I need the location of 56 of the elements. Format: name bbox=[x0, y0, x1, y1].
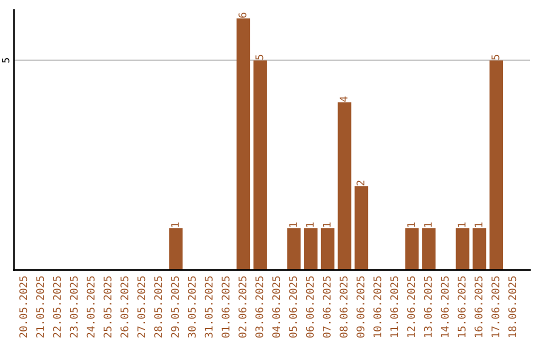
x-tick-label: 05.06.2025 bbox=[289, 276, 297, 338]
x-tick-label: 09.06.2025 bbox=[356, 276, 364, 338]
x-tick-label: 18.06.2025 bbox=[508, 276, 516, 338]
x-tick-label: 08.06.2025 bbox=[340, 276, 348, 338]
x-tick-label: 23.05.2025 bbox=[70, 276, 78, 338]
data-label: 1 bbox=[458, 222, 466, 227]
x-tick-label: 06.06.2025 bbox=[306, 276, 314, 338]
bar bbox=[472, 228, 486, 270]
data-label: 1 bbox=[424, 222, 432, 227]
data-label: 6 bbox=[238, 12, 246, 18]
bar bbox=[422, 228, 436, 270]
x-tick-label: 22.05.2025 bbox=[53, 276, 61, 338]
bar bbox=[287, 228, 301, 270]
bar bbox=[405, 228, 419, 270]
x-tick-label: 26.05.2025 bbox=[120, 276, 128, 338]
x-tick-label: 14.06.2025 bbox=[440, 276, 449, 338]
x-tick-label: 01.06.2025 bbox=[222, 276, 230, 338]
bar bbox=[354, 186, 368, 270]
data-label: 2 bbox=[356, 180, 364, 186]
x-tick-label: 24.05.2025 bbox=[86, 276, 95, 338]
x-tick-label: 25.05.2025 bbox=[104, 276, 112, 338]
x-tick-label: 31.05.2025 bbox=[204, 276, 213, 338]
data-label: 1 bbox=[474, 222, 482, 227]
x-tick-label: 10.06.2025 bbox=[373, 276, 382, 338]
x-tick-label: 21.05.2025 bbox=[36, 276, 44, 338]
data-label: 1 bbox=[322, 222, 331, 227]
x-tick-label: 12.06.2025 bbox=[407, 276, 416, 338]
x-tick-label: 07.06.2025 bbox=[322, 276, 331, 338]
x-tick-label: 28.05.2025 bbox=[154, 276, 162, 338]
data-label: 1 bbox=[289, 222, 297, 227]
x-tick-label: 03.06.2025 bbox=[255, 276, 264, 338]
data-label: 1 bbox=[407, 222, 415, 227]
x-tick-label: 04.06.2025 bbox=[272, 276, 280, 338]
bar bbox=[490, 60, 504, 270]
data-label: 5 bbox=[256, 54, 264, 60]
x-tick-label: 30.05.2025 bbox=[188, 276, 196, 338]
data-label: 5 bbox=[492, 54, 500, 60]
bar bbox=[456, 228, 470, 270]
bar bbox=[253, 60, 267, 270]
x-tick-label: 13.06.2025 bbox=[424, 276, 432, 338]
bar bbox=[169, 228, 183, 270]
x-tick-label: 16.06.2025 bbox=[474, 276, 482, 338]
x-tick-label: 02.06.2025 bbox=[238, 276, 246, 338]
bar bbox=[320, 228, 334, 270]
bar bbox=[304, 228, 318, 270]
bar bbox=[236, 18, 250, 270]
x-tick-label: 20.05.2025 bbox=[19, 276, 28, 338]
bar bbox=[338, 102, 352, 270]
x-tick-label: 11.06.2025 bbox=[390, 276, 398, 338]
data-label: 1 bbox=[306, 222, 314, 227]
x-tick-label: 27.05.2025 bbox=[137, 276, 146, 338]
data-label: 1 bbox=[171, 222, 179, 227]
x-tick-label: 15.06.2025 bbox=[458, 276, 466, 338]
data-label: 4 bbox=[340, 96, 348, 102]
x-tick-label: 17.06.2025 bbox=[491, 276, 500, 338]
x-tick-label: 29.05.2025 bbox=[171, 276, 179, 338]
